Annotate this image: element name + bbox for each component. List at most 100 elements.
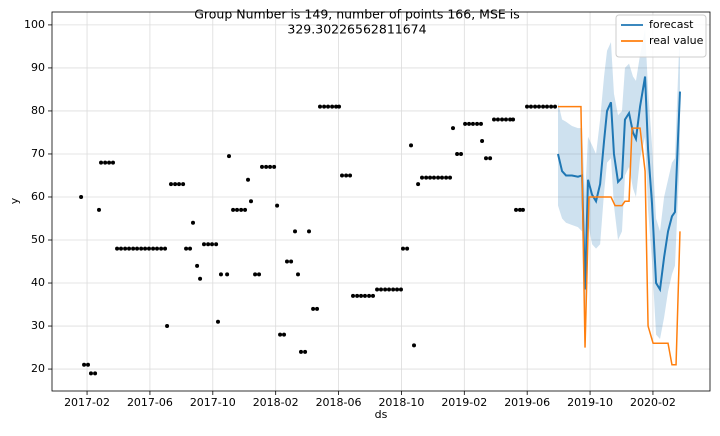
observed-point — [391, 287, 396, 292]
observed-point — [307, 229, 312, 234]
y-tick-label: 40 — [31, 276, 45, 289]
observed-point — [544, 104, 549, 109]
observed-point — [275, 203, 280, 208]
observed-point — [177, 182, 182, 187]
observed-point — [436, 175, 441, 180]
observed-point — [239, 207, 244, 212]
observed-point — [202, 242, 207, 247]
observed-point — [330, 104, 335, 109]
observed-point — [282, 332, 287, 337]
observed-point — [517, 207, 522, 212]
observed-point — [395, 287, 400, 292]
observed-point — [470, 121, 475, 126]
observed-point — [541, 104, 546, 109]
observed-point — [553, 104, 558, 109]
observed-point — [107, 160, 112, 165]
observed-point — [184, 246, 189, 251]
observed-point — [296, 272, 301, 277]
observed-point — [215, 319, 220, 324]
observed-point — [528, 104, 533, 109]
y-tick-label: 90 — [31, 61, 45, 74]
x-tick-label: 2018-10 — [378, 396, 424, 409]
observed-point — [536, 104, 541, 109]
observed-point — [173, 182, 178, 187]
observed-point — [379, 287, 383, 292]
observed-point — [416, 182, 421, 187]
y-axis-label: y — [8, 197, 21, 204]
observed-point — [318, 104, 323, 109]
observed-point — [475, 121, 480, 126]
observed-point — [253, 272, 258, 277]
x-tick-label: 2018-02 — [253, 396, 299, 409]
legend: forecast real value — [615, 14, 707, 58]
chart-title: 329.30226562811674 — [287, 22, 426, 37]
observed-point — [159, 246, 164, 251]
observed-point — [455, 151, 460, 156]
observed-point — [495, 117, 500, 122]
observed-point — [82, 362, 87, 367]
observed-point — [181, 182, 186, 187]
plot-area — [79, 24, 681, 376]
y-tick-label: 30 — [31, 319, 45, 332]
observed-point — [206, 242, 211, 247]
observed-point — [293, 229, 298, 234]
observed-point — [285, 259, 289, 264]
observed-point — [131, 246, 136, 251]
observed-point — [351, 293, 356, 298]
observed-point — [210, 242, 215, 247]
y-tick-label: 80 — [31, 104, 45, 117]
observed-point — [139, 246, 144, 251]
observed-point — [459, 151, 464, 156]
observed-point — [110, 160, 115, 165]
observed-point — [322, 104, 327, 109]
observed-point — [115, 246, 120, 251]
y-tick-label: 20 — [31, 362, 45, 375]
observed-point — [260, 164, 265, 169]
grid — [52, 12, 710, 391]
observed-point — [191, 220, 195, 225]
observed-point — [549, 104, 554, 109]
observed-point — [520, 207, 525, 212]
observed-point — [268, 164, 273, 169]
observed-point — [127, 246, 132, 251]
observed-point — [326, 104, 331, 109]
observed-point — [525, 104, 530, 109]
observed-point — [85, 362, 90, 367]
x-tick-label: 2017-02 — [64, 396, 110, 409]
observed-point — [278, 332, 283, 337]
observed-point — [362, 293, 367, 298]
observed-point — [533, 104, 538, 109]
observed-point — [467, 121, 472, 126]
observed-point — [480, 139, 485, 144]
observed-point — [79, 194, 84, 199]
observed-point — [163, 246, 168, 251]
observed-point — [508, 117, 513, 122]
observed-point — [123, 246, 128, 251]
observed-point — [249, 199, 254, 204]
observed-point — [337, 104, 342, 109]
observed-point — [198, 276, 203, 281]
legend-label: real value — [649, 34, 704, 47]
observed-point — [264, 164, 269, 169]
observed-point — [103, 160, 108, 165]
observed-point — [488, 156, 493, 161]
observed-point — [119, 246, 124, 251]
observed-point — [146, 246, 151, 251]
observed-point — [168, 182, 173, 187]
observed-point — [93, 371, 98, 376]
y-tick-label: 60 — [31, 190, 45, 203]
observed-point — [500, 117, 505, 122]
y-tick-label: 50 — [31, 233, 45, 246]
x-tick-label: 2019-10 — [567, 396, 613, 409]
observed-point — [439, 175, 444, 180]
observed-point — [218, 272, 223, 277]
observed-point — [444, 175, 449, 180]
observed-point — [340, 173, 345, 178]
observed-point — [311, 306, 316, 311]
observed-point — [412, 343, 417, 348]
observed-point — [348, 173, 353, 178]
observed-point — [420, 175, 425, 180]
chart-title: Group Number is 149, number of points 16… — [194, 7, 520, 22]
observed-point — [151, 246, 156, 251]
x-tick-label: 2018-06 — [316, 396, 362, 409]
